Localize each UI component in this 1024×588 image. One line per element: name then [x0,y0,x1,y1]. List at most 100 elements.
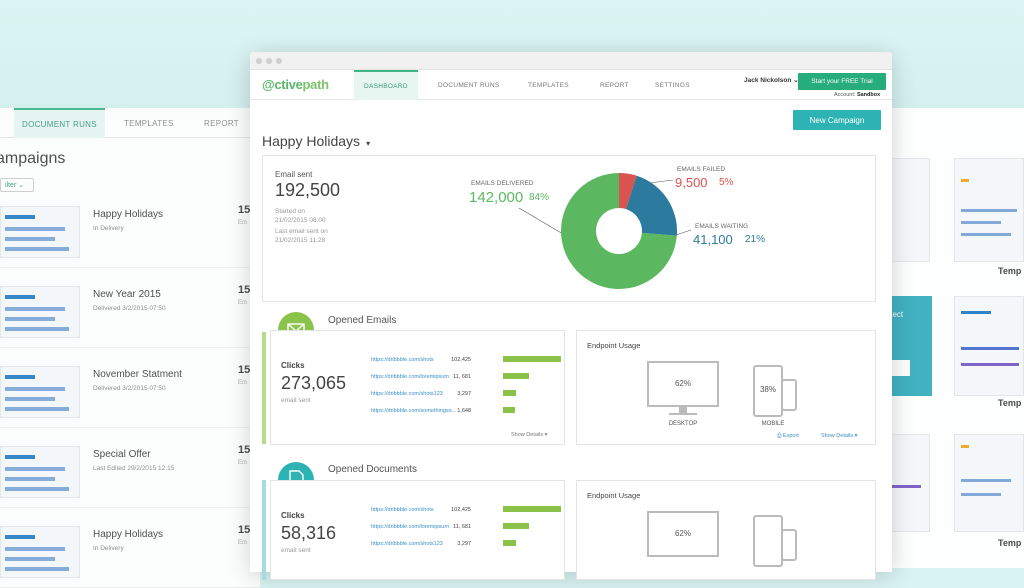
campaign-name: Happy Holidays [93,209,164,220]
delivered-label: EMAILS DELIVERED [471,180,534,187]
link-count: 11, 681 [453,374,471,380]
link-url[interactable]: https://dribbble.com/loremipsum [371,524,449,530]
tablet-icon [753,515,783,567]
campaign-name: Special Offer [93,449,151,460]
user-menu[interactable]: Jack Nickolson ⌄ [744,77,799,84]
doc-clicks-value: 58,316 [281,523,337,543]
pie-slice-emails-delivered[interactable] [561,173,677,289]
link-bar [503,540,516,546]
delivered-value: 142,000 [469,189,524,206]
link-url[interactable]: https://dribbble.com/shots [371,357,434,363]
delivered-pct: 84% [529,192,550,203]
campaign-status: In Delivery [93,545,124,552]
link-bar [503,506,561,512]
clicks-sub: email sent [281,397,311,404]
left-tab-document-runs[interactable]: DOCUMENT RUNS [14,108,105,138]
top-nav: @ctivepath DASHBOARD DOCUMENT RUNS TEMPL… [250,70,892,100]
link-url[interactable]: https://dribbble.com/shots123 [371,541,443,547]
campaign-count: 15 [238,284,251,296]
email-sent-value: 192,500 [275,180,341,200]
opened-documents-title: Opened Documents [328,464,417,475]
campaign-count-label: Em [238,220,247,226]
free-trial-button[interactable]: Start your FREE Trial [798,73,886,90]
tab-report[interactable]: REPORT [600,82,629,89]
activepath-logo[interactable]: @ctivepath [262,77,329,92]
endpoint-show-details[interactable]: Show Details ▾ [821,433,858,439]
campaign-thumbnail [0,446,80,498]
link-bar [503,523,529,529]
window-dot[interactable] [256,58,262,64]
monitor-stand [679,407,687,413]
window-dot[interactable] [276,58,282,64]
template-label: Temp [998,538,1022,548]
link-bar [503,407,515,413]
endpoint-usage-card: Endpoint Usage 62% DESKTOP 38% MOBILE ⎙ … [576,330,876,445]
failed-pct: 5% [719,177,734,188]
doc-clicks-label: Clicks [281,511,305,520]
campaign-name: New Year 2015 [93,289,161,300]
tab-settings[interactable]: SETTINGS [655,82,690,89]
campaign-row[interactable]: Happy Holidays In Delivery 15 Em [0,196,260,268]
campaign-thumbnail [0,526,80,578]
export-link[interactable]: ⎙ Export [777,433,799,439]
template-thumb[interactable] [954,296,1024,396]
link-count: 102,425 [451,357,471,363]
campaign-thumbnail [0,366,80,418]
summary-panel: Email sent 192,500 Started on 21/02/2015… [262,155,876,302]
opened-emails-card: Clicks 273,065 email sent https://dribbb… [270,330,565,445]
link-url[interactable]: https://dribbble.com/loremipsum [371,374,449,380]
new-campaign-button[interactable]: New Campaign [793,110,881,130]
link-count: 11, 681 [453,524,471,530]
pie-slice-emails-waiting[interactable] [626,175,677,236]
show-details-link[interactable]: Show Details ▾ [511,432,548,438]
desktop-monitor-icon [647,511,719,557]
waiting-value: 41,100 [693,232,733,247]
waiting-pct: 21% [745,234,766,245]
mobile-label: MOBILE [761,421,785,427]
campaign-row[interactable]: New Year 2015 Delivered 3/2/2015 07:50 1… [0,276,260,348]
tab-dashboard[interactable]: DASHBOARD [354,70,418,100]
phone-icon [781,529,797,561]
clicks-label: Clicks [281,361,305,370]
campaign-row[interactable]: Happy Holidays In Delivery 15 Em [0,516,260,588]
right-background-window: Temp nsectt Temp Temp [880,108,1024,568]
started-label: Started on [275,208,305,215]
left-filter-dropdown[interactable]: ilter ⌄ [0,178,34,192]
template-thumb[interactable] [954,158,1024,262]
campaign-count-label: Em [238,460,247,466]
last-sent-label: Last email sent on [275,228,328,235]
campaign-row[interactable]: November Statment Delivered 3/2/2015 07:… [0,356,260,428]
link-bar [503,390,516,396]
last-sent-value: 21/02/2015 11:28 [275,237,326,244]
desktop-label: DESKTOP [668,421,698,427]
link-url[interactable]: https://dribbble.com/shots [371,507,434,513]
campaign-thumbnail [0,286,80,338]
opened-documents-card: Clicks 58,316 email sent https://dribbbl… [270,480,565,580]
window-chrome [250,52,892,70]
tab-templates[interactable]: TEMPLATES [528,82,569,89]
campaign-count: 15 [238,524,251,536]
campaign-row[interactable]: Special Offer Last Edited 29/2/2015 12:1… [0,436,260,508]
pie-slice-emails-failed[interactable] [619,173,637,210]
template-label: Temp [998,266,1022,276]
link-count: 102,425 [451,507,471,513]
tab-document-runs[interactable]: DOCUMENT RUNS [438,82,500,89]
left-tab-report[interactable]: REPORT [204,119,239,128]
waiting-label: EMAILS WAITING [695,223,749,230]
link-bar [503,373,529,379]
link-count: 1,648 [457,408,471,414]
link-url[interactable]: https://dribbble.com/somethingso... [371,408,457,414]
campaign-count-label: Em [238,380,247,386]
template-thumb[interactable] [954,434,1024,532]
leader-line [648,179,674,184]
started-value: 21/02/2015 08:00 [275,217,326,224]
link-count: 3,297 [457,391,471,397]
export-icon: ⎙ [777,433,782,439]
left-tab-templates[interactable]: TEMPLATES [124,119,174,128]
endpoint-usage-card-2: Endpoint Usage 62% [576,480,876,580]
link-url[interactable]: https://dribbble.com/shots123 [371,391,443,397]
window-dot[interactable] [266,58,272,64]
campaign-status: Delivered 3/2/2015 07:50 [93,385,166,392]
caret-down-icon: ▾ [366,139,371,148]
campaign-title[interactable]: Happy Holidays ▾ [262,133,371,149]
